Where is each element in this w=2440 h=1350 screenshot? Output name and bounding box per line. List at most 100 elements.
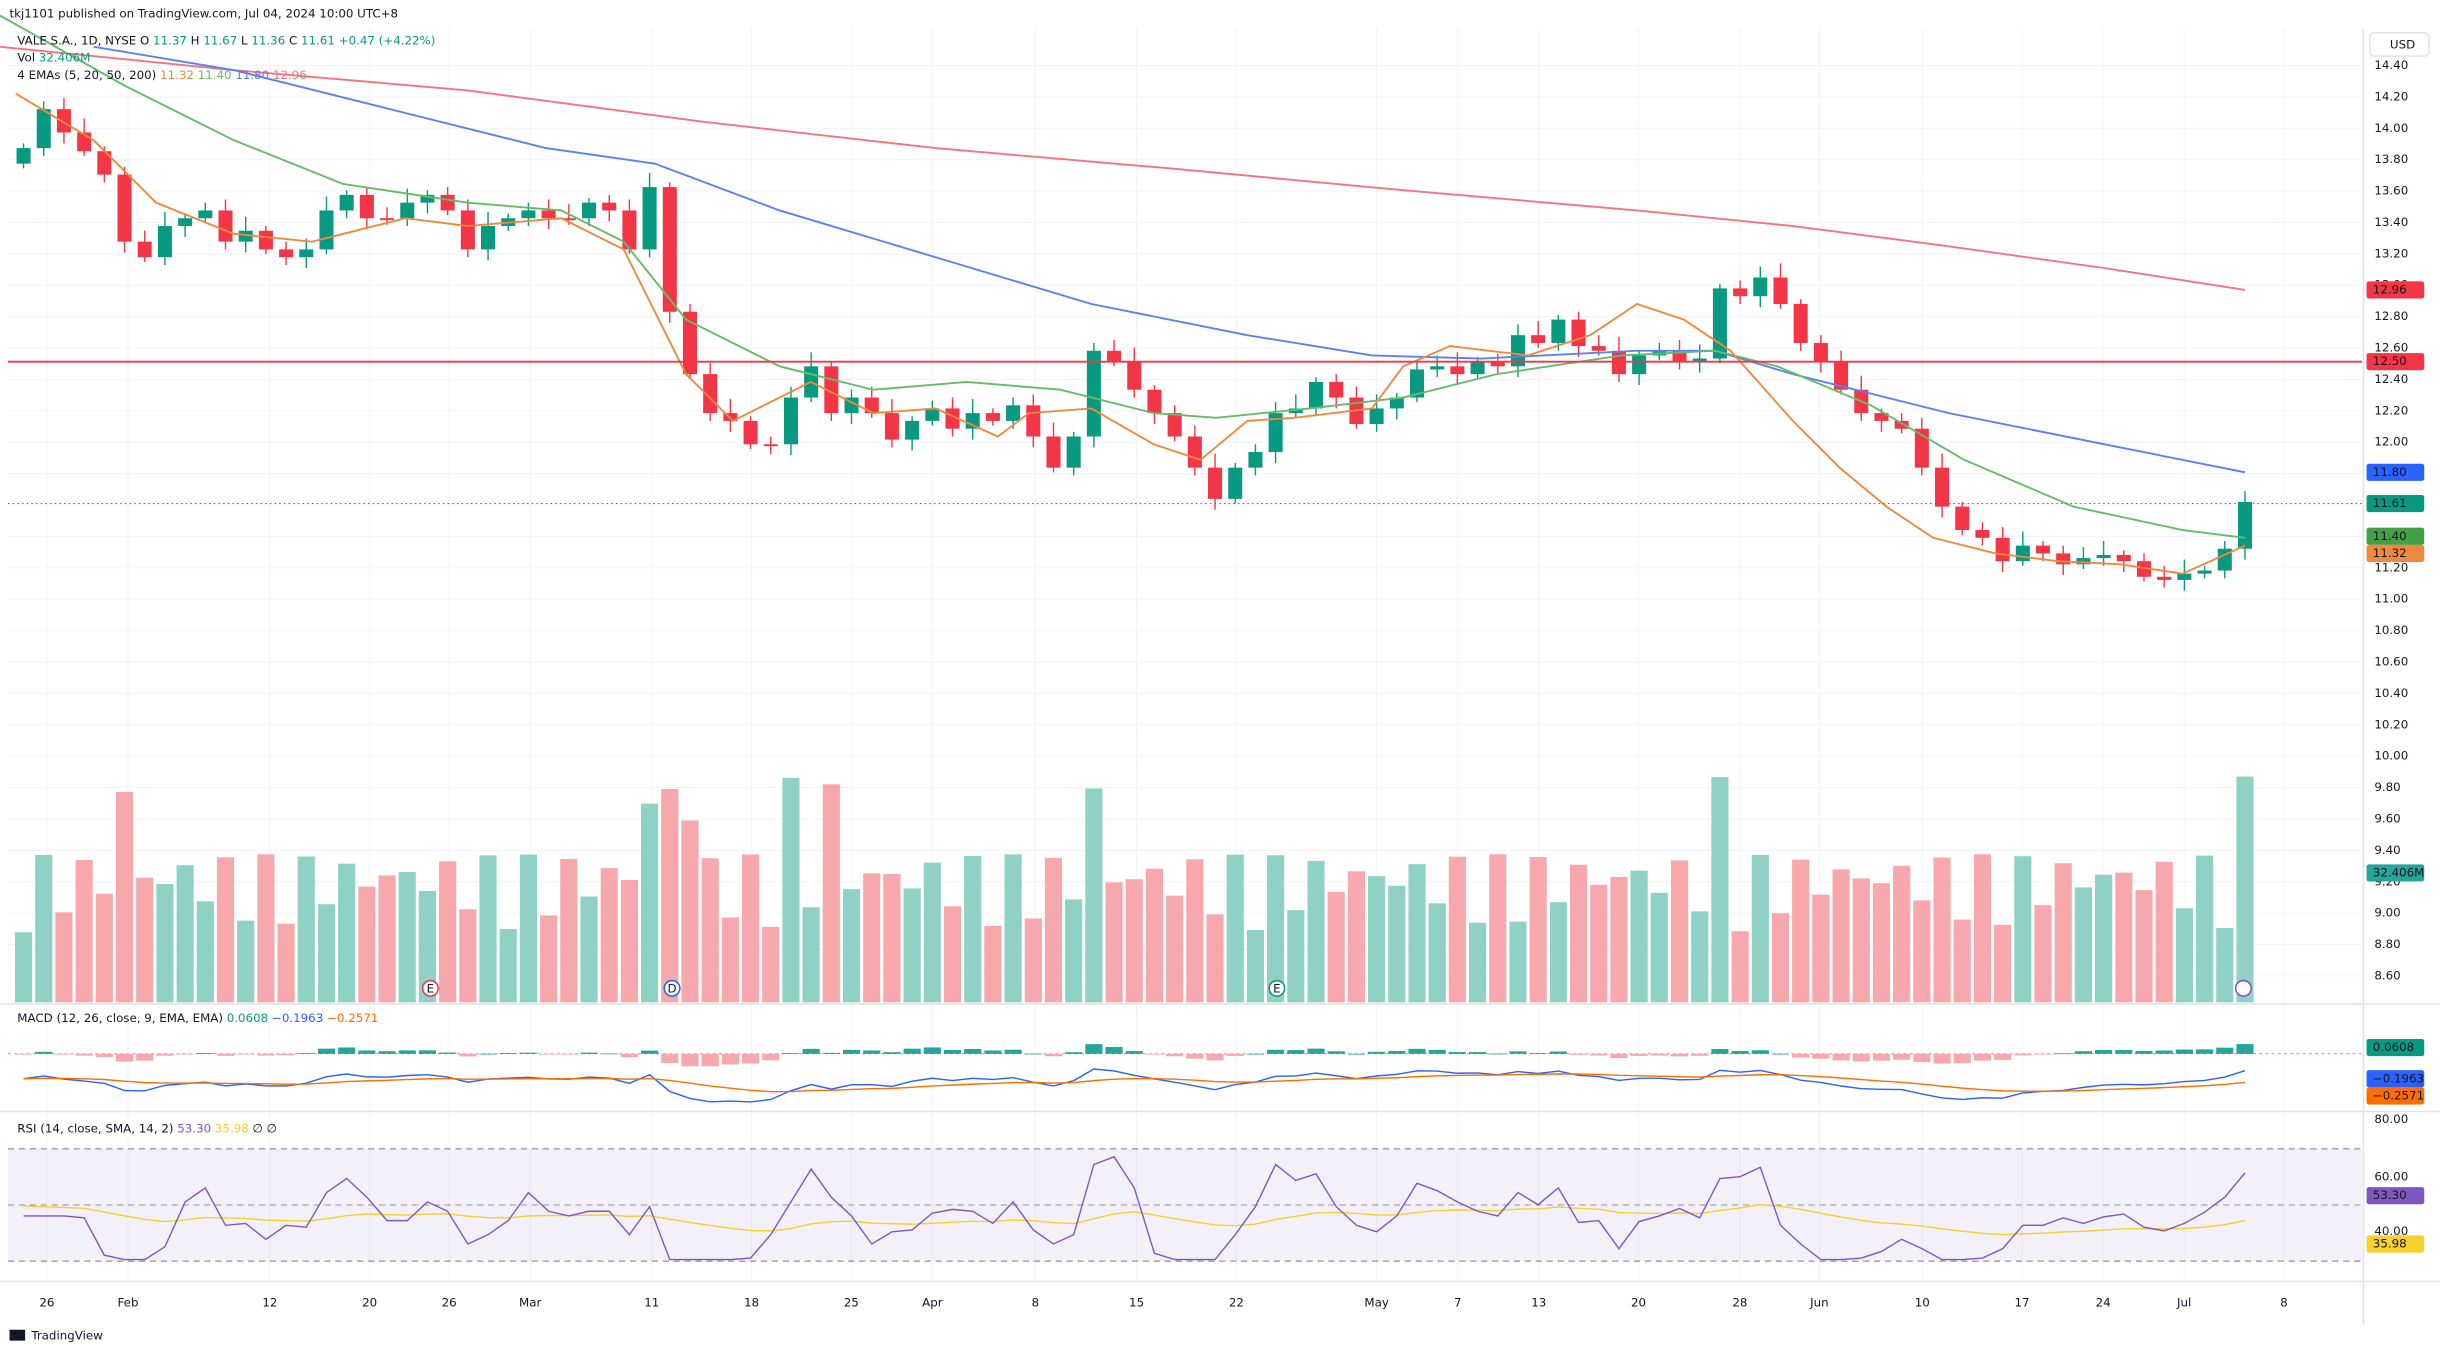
macd-histogram [519,1052,537,1054]
value: 53.30 [177,1121,211,1135]
volume-bar [923,862,941,1003]
macd-histogram [1872,1053,1891,1061]
volume-bar [1913,900,1931,1003]
volume-bar [620,879,638,1003]
axes: 14.4014.2014.0013.8013.6013.4013.2013.00… [39,58,2424,1310]
candle-body [1975,530,1990,538]
volume-bar [14,932,33,1003]
macd-histogram [1489,1053,1507,1055]
candle-body [1995,537,2010,562]
macd-histogram [2115,1050,2133,1054]
volume-bar [1630,870,1648,1003]
price-badge-text: 11.40 [2373,529,2407,543]
price-badge [2366,544,2425,562]
event-marker [663,979,681,997]
price-label: 13.60 [2374,184,2408,198]
candle-body [1147,389,1162,414]
macd-histogram [75,1053,93,1056]
price-label: 10.20 [2374,717,2408,731]
candle-body [2015,545,2030,562]
macd-histogram [2014,1053,2032,1056]
time-label: 25 [844,1296,859,1310]
macd-histogram [842,1049,861,1054]
macd-histogram [439,1052,457,1054]
candle-body [2217,548,2232,571]
macd-badge-text: −0.2571 [2373,1088,2424,1102]
macd-histogram [2135,1050,2153,1054]
candle-body [2136,561,2152,577]
volume-bar [1529,857,1547,1003]
macd-histogram [1226,1053,1244,1056]
macd-histogram [903,1048,921,1054]
macd-histogram [156,1053,174,1056]
volume-bar [1024,918,1042,1003]
currency-box[interactable] [2368,31,2430,57]
candle-body [925,408,940,421]
label: Vol [17,50,35,64]
volume-bar [1327,891,1345,1003]
logo [9,1329,26,1341]
volume-bar [1973,854,1992,1003]
candle-body [258,230,273,250]
volume-bar [136,877,154,1003]
candle-body [1591,346,1606,351]
candle-body [1167,413,1182,437]
macd-histogram [1085,1044,1103,1054]
volume-bar [903,888,921,1003]
volume-bar [2135,890,2153,1003]
volume-bar [580,896,598,1003]
candle-body [2157,576,2172,580]
price-label: 12.80 [2374,309,2408,323]
price-label: 12.40 [2374,372,2408,386]
candle-body [884,413,899,440]
macd-histogram [499,1053,517,1054]
candle-body [1490,361,1505,367]
macd-histogram [560,1053,578,1055]
candles [16,98,2252,591]
candle-body [1551,319,1566,343]
value: 11.80 [235,67,269,81]
rsi-line [23,1155,2246,1261]
candle-body [1773,277,1788,304]
volume-bar [1267,855,1285,1003]
time-label: Feb [118,1296,139,1310]
volume-bar [55,912,73,1003]
volume-bar [1307,860,1325,1003]
legend-ohlc: VALE S.A., 1D, NYSE O 11.37 H 11.67 L 11… [17,33,435,47]
volume-bar [560,858,578,1003]
macd-histogram [1145,1053,1164,1055]
event-marker [1268,979,1286,997]
macd-histogram [1630,1053,1648,1056]
candle-body [1672,350,1687,362]
volume-bar [540,915,558,1003]
macd-histogram [257,1053,275,1056]
macd-histogram [1428,1049,1446,1054]
volume-bar [2074,887,2092,1003]
candle-body [905,420,920,440]
candle-body [117,174,132,242]
label: H [191,33,200,47]
macd-histogram [2175,1049,2193,1054]
volume-bar [1872,883,1891,1003]
candle-body [965,413,980,429]
price-label: 10.00 [2374,749,2408,763]
candle-body [662,187,677,312]
value: 11.37 [153,33,187,47]
ema-200 [0,45,2246,291]
volume-bar [661,788,679,1003]
candle-body [682,311,697,375]
macd-histogram [338,1047,356,1054]
value: 32.406M [39,50,91,64]
price-badge-text: 12.96 [2373,282,2407,296]
volume-bar [1468,922,1487,1003]
candle-body [1389,397,1404,409]
macd-histogram [1065,1052,1083,1054]
volume-bar [1893,865,1911,1003]
candle-body [36,109,51,149]
volume-bar [237,920,255,1003]
macd-histogram [1408,1048,1426,1054]
macd-histogram [136,1053,154,1061]
price-badge [2366,494,2425,513]
macd-histogram [237,1053,255,1055]
